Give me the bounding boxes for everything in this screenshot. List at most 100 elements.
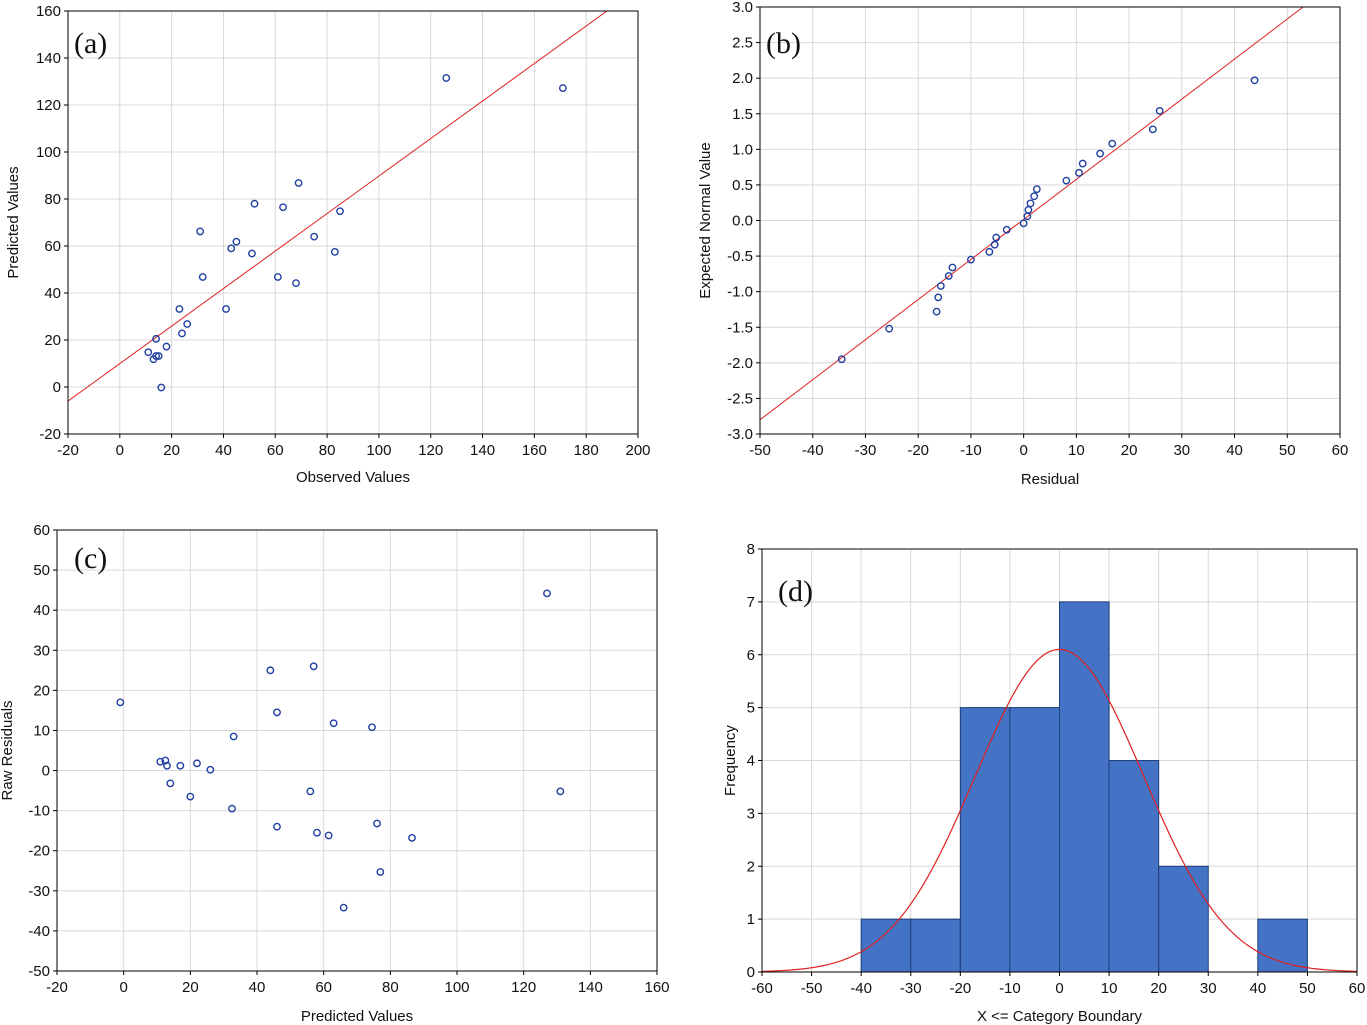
y-tick-label: 160: [36, 3, 61, 20]
data-point: [183, 320, 192, 328]
data-point: [186, 792, 195, 801]
y-tick-label: 6: [747, 647, 755, 664]
data-point: [144, 348, 153, 357]
data-point: [193, 759, 201, 768]
data-point: [837, 355, 846, 364]
series-group: [760, 7, 1304, 421]
data-point: [116, 698, 125, 707]
data-point: [250, 199, 259, 208]
y-tick-label: -3.0: [727, 426, 753, 443]
plot-frame: [67, 10, 639, 435]
data-point: [309, 662, 318, 671]
y-axis-label: Raw Residuals: [0, 700, 16, 800]
data-point: [206, 765, 215, 774]
fit-line: [760, 7, 1304, 421]
x-tick-label: 160: [522, 442, 547, 459]
data-point: [175, 305, 184, 313]
x-tick-label: 180: [574, 442, 599, 459]
y-tick-label: -50: [28, 963, 50, 980]
y-tick-label: 0.0: [732, 213, 753, 230]
x-tick-label: 40: [215, 442, 232, 459]
panel-label: (c): [74, 542, 107, 575]
y-tick-label: 0: [42, 763, 50, 780]
data-point: [161, 756, 170, 765]
panel-a: -20 0 20 40 60 80 100 120 140 160 180 200 -20 0 20 40 60…: [5, 3, 651, 486]
x-tick-label: 30: [1173, 442, 1190, 459]
data-point: [985, 247, 994, 256]
x-tick-label: 10: [1101, 980, 1118, 997]
panel-c: -20 0 20 40 60 80 100 120 140 160 -50 -40 -30 -20 -10 0…: [0, 522, 670, 1025]
y-tick-label: 4: [747, 753, 755, 770]
data-point: [157, 383, 166, 392]
data-point: [336, 207, 344, 216]
data-point: [885, 324, 894, 333]
y-tick-label: -1.5: [727, 319, 753, 336]
y-axis-label: Expected Normal Value: [697, 142, 714, 298]
x-tick-label: 140: [470, 442, 495, 459]
data-point: [339, 903, 348, 912]
y-tick-label: -10: [28, 803, 50, 820]
x-tick-label: 0: [1019, 442, 1027, 459]
x-tick-label: 0: [119, 979, 127, 996]
data-point: [1024, 205, 1033, 214]
y-tick-label: 60: [33, 522, 50, 539]
series-group: [762, 601, 1357, 972]
data-point: [408, 833, 416, 842]
data-point: [229, 732, 238, 741]
y-tick-label: 8: [747, 541, 755, 558]
y-tick-label: 40: [33, 602, 50, 619]
y-tick-label: 60: [44, 238, 61, 255]
data-point: [368, 723, 376, 732]
data-point: [1075, 168, 1083, 177]
data-point: [932, 307, 941, 316]
x-tick-label: 120: [511, 979, 536, 996]
y-tick-label: 50: [33, 562, 50, 579]
data-point: [324, 831, 333, 840]
y-tick-label: -40: [28, 923, 50, 940]
x-tick-label: 100: [444, 979, 469, 996]
data-point: [166, 779, 175, 788]
data-point: [944, 272, 953, 280]
x-tick-label: -30: [900, 980, 922, 997]
x-axis-label: Residual: [1021, 471, 1079, 488]
x-tick-label: 140: [578, 979, 603, 996]
x-axis-label: Predicted Values: [301, 1008, 413, 1025]
data-point: [152, 334, 160, 343]
y-tick-label: 30: [33, 642, 50, 659]
y-tick-label: 20: [33, 682, 50, 699]
x-tick-label: 50: [1279, 442, 1296, 459]
y-tick-label: 2.0: [732, 70, 753, 87]
data-point: [196, 227, 205, 236]
x-tick-label: 0: [1055, 980, 1063, 997]
data-point: [1030, 192, 1039, 201]
y-tick-label: 140: [36, 50, 61, 67]
x-tick-label: -40: [850, 980, 872, 997]
data-point: [1026, 199, 1035, 208]
data-point: [948, 263, 957, 272]
series-group: [68, 11, 608, 402]
data-point: [273, 708, 281, 717]
x-tick-label: 40: [1226, 442, 1243, 459]
fit-line: [68, 11, 608, 402]
data-point: [176, 761, 185, 770]
y-tick-label: -0.5: [727, 248, 753, 265]
x-tick-label: 160: [644, 979, 669, 996]
x-tick-label: -10: [960, 442, 982, 459]
x-tick-label: 60: [315, 979, 332, 996]
panel-d: -60 -50 -40 -30 -20 -10 0 10 20 30 40 50 60 0 1 2 3 4 5 6 7 8…: [722, 541, 1365, 1025]
data-point: [1032, 185, 1041, 194]
data-point: [163, 761, 171, 770]
x-tick-label: 20: [1150, 980, 1167, 997]
y-axis-label: Predicted Values: [5, 166, 22, 278]
data-point: [162, 342, 171, 351]
y-tick-label: -20: [39, 426, 61, 443]
data-point: [227, 244, 236, 253]
x-tick-label: -40: [802, 442, 824, 459]
data-point: [934, 293, 943, 302]
x-tick-label: -50: [801, 980, 823, 997]
data-point: [178, 329, 186, 338]
data-point: [248, 249, 256, 258]
data-point: [329, 719, 338, 728]
data-point: [1078, 159, 1087, 168]
y-tick-label: 5: [747, 700, 755, 717]
